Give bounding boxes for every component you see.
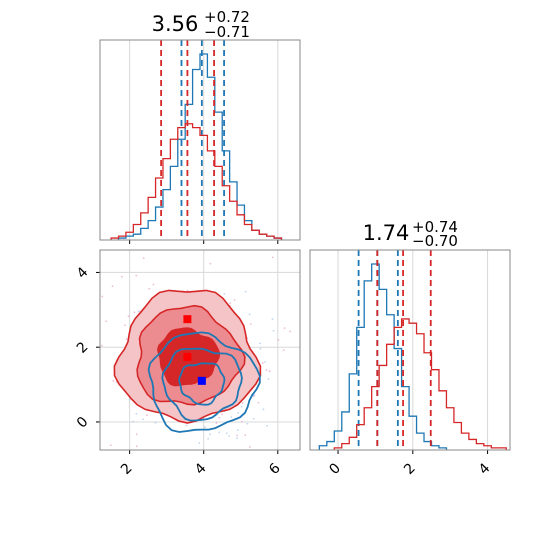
histogram-1-title-lower-error: −0.71 <box>204 23 250 41</box>
sample-point <box>282 349 285 352</box>
sample-point <box>262 408 265 411</box>
sample-point <box>109 444 112 447</box>
sample-point <box>253 394 256 397</box>
histogram-2-title-lower-error: −0.70 <box>412 232 458 250</box>
sample-point <box>127 315 130 318</box>
sample-point <box>236 437 238 439</box>
sample-point <box>186 289 189 292</box>
sample-point <box>236 434 239 437</box>
histogram-step-line-series-2 <box>110 123 283 240</box>
sample-point <box>100 344 103 347</box>
sample-point <box>265 369 268 371</box>
sample-point <box>283 327 286 330</box>
sample-point <box>233 298 236 301</box>
sample-point <box>252 417 255 420</box>
point-marker-series-2-1 <box>197 376 206 385</box>
sample-point <box>229 302 231 305</box>
sample-point <box>135 274 138 277</box>
sample-point <box>121 275 123 278</box>
sample-point <box>105 320 108 323</box>
sample-point <box>112 380 115 382</box>
sample-point <box>289 330 292 333</box>
sample-point <box>266 424 268 427</box>
histogram-1-title-upper-error: +0.72 <box>204 8 250 26</box>
sample-point <box>244 290 247 293</box>
sample-point <box>237 411 240 414</box>
sample-point <box>261 362 264 364</box>
histogram-2-title: 1.74 <box>363 221 410 245</box>
sample-point <box>142 257 145 260</box>
sample-point <box>135 412 138 415</box>
sample-point <box>135 433 138 436</box>
sample-point <box>218 416 221 419</box>
sample-point <box>101 295 104 298</box>
sample-point <box>215 422 218 424</box>
histogram-panel-2-frame <box>309 249 511 451</box>
point-marker-series-1-1 <box>183 315 192 324</box>
contour-level-line-series-2-1 <box>147 331 261 433</box>
sample-point <box>257 401 260 404</box>
sample-point <box>207 437 210 440</box>
sample-point <box>125 338 128 341</box>
histogram-panel-1: 3.56 +0.72 −0.71 <box>99 8 301 244</box>
sample-point <box>240 420 243 423</box>
panel-border <box>99 249 301 451</box>
contour-level-line-series-2-2 <box>161 347 243 422</box>
sample-point <box>137 310 140 313</box>
sample-point <box>221 413 224 416</box>
sample-point <box>146 414 148 417</box>
sample-point <box>272 329 275 332</box>
sample-point <box>154 421 157 424</box>
sample-point <box>218 431 221 434</box>
histogram-panel-1-frame <box>99 39 301 241</box>
histogram-step-line-series-1 <box>318 263 448 450</box>
sample-point <box>259 342 261 345</box>
sample-point <box>259 347 262 350</box>
sample-point <box>244 434 247 436</box>
contour-level-line-series-2-3 <box>178 362 226 406</box>
sample-point <box>135 445 138 448</box>
histogram-step-line-series-2 <box>333 318 507 450</box>
sample-point <box>142 418 144 421</box>
sample-point <box>204 426 206 428</box>
sample-point <box>248 313 251 316</box>
sample-point <box>223 292 226 295</box>
sample-point <box>209 262 212 265</box>
sample-point <box>198 442 201 444</box>
sample-point <box>128 398 131 401</box>
sample-point <box>209 433 212 436</box>
sample-point <box>132 420 134 423</box>
sample-point <box>228 435 231 437</box>
sample-point <box>271 318 274 320</box>
sample-point <box>230 416 233 418</box>
sample-point <box>263 361 266 363</box>
histogram-2-title-upper-error: +0.74 <box>412 218 458 236</box>
sample-point <box>268 370 271 373</box>
sample-point <box>148 287 151 290</box>
sample-point <box>225 432 228 435</box>
sample-point <box>240 405 243 408</box>
sample-point <box>246 422 249 425</box>
panel-border <box>99 39 301 241</box>
sample-point <box>111 285 114 288</box>
sample-point <box>241 402 244 404</box>
sample-point <box>267 377 270 380</box>
panel-border <box>309 249 511 451</box>
sample-point <box>271 256 274 259</box>
point-marker-series-1-2 <box>183 352 192 361</box>
sample-point <box>237 429 239 431</box>
sample-point <box>248 446 251 448</box>
sample-point <box>124 324 126 327</box>
histogram-1-title: 3.56 <box>152 12 199 36</box>
sample-point <box>277 338 280 341</box>
sample-point <box>133 311 136 314</box>
sample-point <box>185 424 188 427</box>
sample-point <box>249 323 252 326</box>
sample-point <box>152 283 155 286</box>
